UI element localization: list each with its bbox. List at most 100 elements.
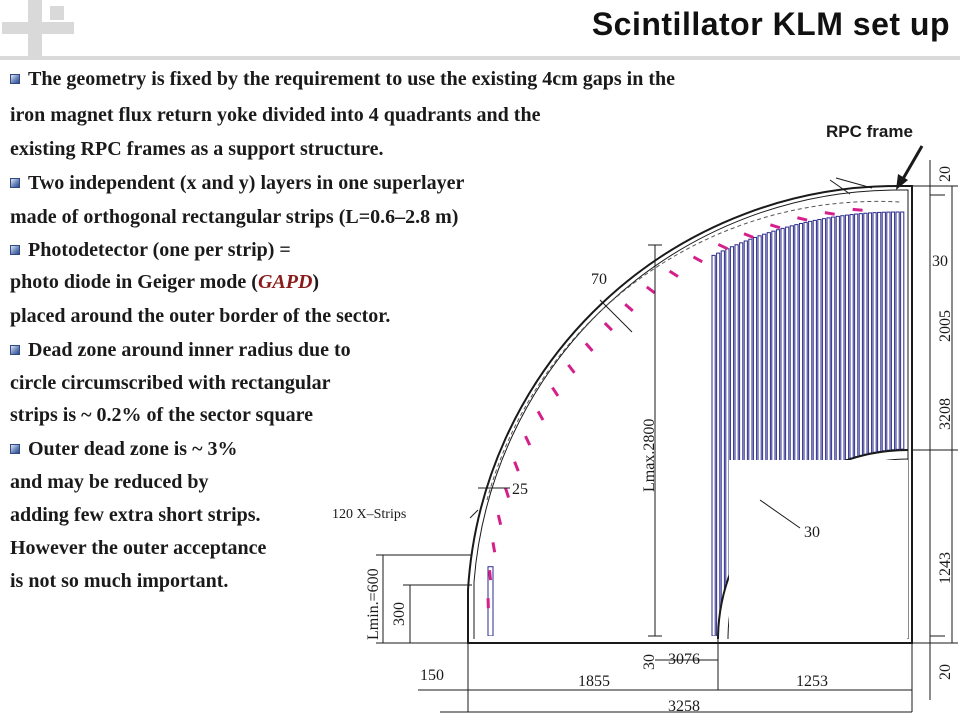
strip-4 [711, 254, 716, 636]
header: Scintillator KLM set up [0, 0, 960, 60]
photodetector-2 [488, 570, 493, 581]
rpc-frame-label: RPC frame [826, 122, 913, 141]
dim-lmax: Lmax.2800 [641, 419, 658, 492]
strip-29 [826, 217, 831, 468]
dim-150: 150 [420, 667, 444, 684]
strip-6 [720, 250, 725, 605]
photodetector-17 [717, 243, 728, 251]
dim-1253: 1253 [796, 673, 828, 690]
dim-300: 300 [391, 602, 408, 626]
photodetector-14 [645, 285, 656, 295]
bullet-4-line-1: Dead zone around inner radius due to [10, 338, 351, 362]
bullet-1-line-1: The geometry is fixed by the requirement… [10, 67, 675, 91]
bullet-5-line-2: and may be reduced by [10, 471, 209, 493]
strip-27 [817, 218, 822, 473]
bullet-5-line-4: However the outer acceptance [10, 537, 267, 559]
dim-30-right: 30 [932, 253, 948, 270]
bullet-icon [10, 345, 20, 355]
strip-20 [785, 226, 790, 495]
strip-36 [858, 213, 863, 456]
strip-26 [812, 219, 817, 475]
strip-43 [890, 211, 896, 451]
strip-38 [867, 212, 873, 454]
dim-3076: 3076 [668, 651, 700, 668]
strip-35 [854, 213, 859, 458]
sector-inner-frame [473, 189, 909, 639]
photodetector-9 [551, 386, 560, 397]
dim-30-bottom: 30 [641, 654, 658, 670]
photodetector-13 [624, 303, 634, 312]
strip-envelope [486, 200, 901, 501]
dim-25: 25 [512, 481, 528, 498]
photodetector-4 [496, 514, 503, 526]
bullet-icon [10, 178, 20, 188]
bullet-3-line-2: photo diode in Geiger mode (GAPD) [10, 271, 320, 293]
strip-31 [835, 215, 840, 464]
strip-39 [872, 212, 877, 453]
bullet-icon [10, 444, 20, 454]
strip-40 [877, 211, 882, 452]
photodetector-11 [584, 342, 594, 352]
dim-1243: 1243 [937, 552, 954, 584]
strip-33 [844, 214, 850, 461]
strip-34 [849, 214, 854, 459]
photodetector-20 [797, 216, 808, 222]
strip-23 [798, 222, 804, 484]
photodetector-22 [852, 207, 863, 212]
dim-20-bottom: 20 [937, 664, 954, 680]
bullet-5-line-5: is not so much important. [10, 570, 229, 592]
photodetector-21 [824, 211, 835, 216]
rpc-frame-arrowhead [896, 174, 908, 190]
strip-22 [794, 224, 799, 487]
strip-7 [725, 248, 730, 586]
logo-icon [2, 0, 74, 56]
strip-41 [881, 211, 886, 452]
photodetector-16 [692, 255, 703, 264]
page-title: Scintillator KLM set up [591, 6, 950, 42]
dim-70: 70 [591, 271, 607, 288]
strip-24 [803, 221, 808, 481]
bullet-icon [10, 245, 20, 255]
bullet-5-line-1: Outer dead zone is ~ 3% [10, 437, 237, 461]
photodetector-8 [536, 410, 545, 421]
strip-45 [900, 211, 905, 450]
bullet-3-line-1: Photodetector (one per strip) = [10, 238, 291, 262]
strip-19 [780, 227, 785, 499]
photodetector-6 [513, 461, 520, 472]
photodetector-5 [504, 487, 510, 499]
photodetector-7 [524, 435, 532, 446]
photodetectors [486, 207, 863, 609]
strip-37 [863, 212, 868, 455]
dim-30-inner: 30 [804, 524, 820, 541]
photodetector-12 [603, 322, 613, 332]
strip-28 [821, 218, 827, 470]
strip-30 [831, 216, 836, 466]
bullet-3-line-3: placed around the outer border of the se… [10, 305, 391, 327]
bullet-4-line-3: strips is ~ 0.2% of the sector square [10, 404, 313, 426]
dim-2005: 2005 [937, 310, 954, 342]
photodetector-18 [743, 232, 754, 239]
bullet-icon [10, 74, 20, 84]
gapd-term: GAPD [257, 271, 313, 293]
bullet-1-line-2: iron magnet flux return yoke divided int… [10, 104, 541, 126]
strip-5 [716, 252, 721, 636]
bullet-1-line-3: existing RPC frames as a support structu… [10, 138, 384, 160]
dim-3258: 3258 [668, 698, 700, 715]
header-divider [0, 56, 960, 60]
strip-25 [808, 220, 813, 478]
strip-44 [895, 211, 900, 450]
bullet-4-line-2: circle circumscribed with rectangular [10, 372, 331, 394]
sector-outer-frame [467, 184, 913, 644]
dim-3208: 3208 [937, 398, 954, 430]
inner-mask [729, 460, 908, 638]
photodetector-19 [769, 223, 781, 230]
bullet-5-line-3: adding few extra short strips. [10, 504, 261, 526]
strips-label: 120 X–Strips [332, 507, 406, 522]
bullet-2-line-2: made of orthogonal rectangular strips (L… [10, 206, 459, 228]
dimension-lines [376, 160, 958, 713]
bullet-2-line-1: Two independent (x and y) layers in one … [10, 171, 464, 195]
strip-42 [886, 211, 891, 451]
photodetector-3 [491, 542, 497, 553]
dim-20-top: 20 [937, 166, 954, 182]
